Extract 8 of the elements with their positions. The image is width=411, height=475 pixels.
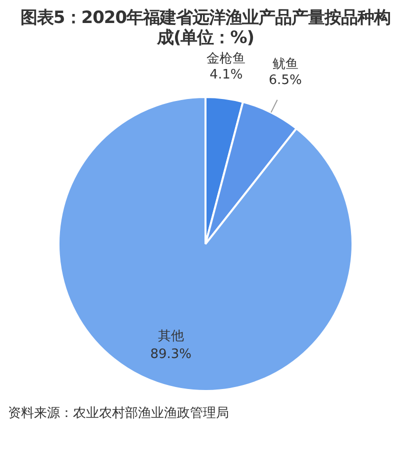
chart-title: 图表5：2020年福建省远洋渔业产品产量按品种构成(单位：%) [19,8,392,48]
data-label: 4.1% [210,67,243,82]
text: 资料来源：农业农村部渔业渔政管理局 [8,405,230,422]
data-label: 6.5% [268,72,302,88]
slice-label: 鱿鱼 [272,56,298,72]
data-label: 89.3% [150,347,192,362]
slice-label: 金枪鱼 [206,51,246,66]
slice-label: 其他 [158,329,184,344]
